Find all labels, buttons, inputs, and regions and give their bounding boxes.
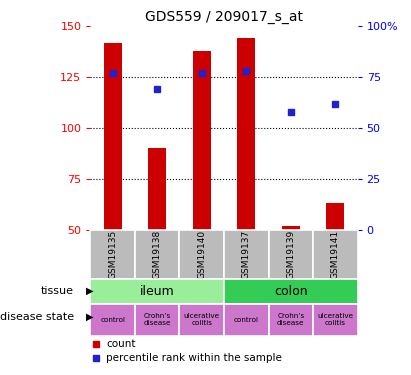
Bar — [282, 226, 300, 230]
Bar — [90, 304, 135, 336]
Text: Crohn’s
disease: Crohn’s disease — [277, 314, 305, 326]
Text: ▶: ▶ — [86, 286, 94, 296]
Bar — [313, 304, 358, 336]
Text: control: control — [100, 317, 125, 323]
Bar — [224, 304, 268, 336]
Bar — [238, 39, 255, 230]
Text: Crohn’s
disease: Crohn’s disease — [143, 314, 171, 326]
Text: GSM19135: GSM19135 — [108, 230, 117, 279]
Bar — [148, 148, 166, 230]
Text: control: control — [234, 317, 259, 323]
Bar — [268, 304, 313, 336]
Text: count: count — [106, 339, 136, 349]
Text: GSM19139: GSM19139 — [286, 230, 295, 279]
Bar — [180, 304, 224, 336]
Bar — [90, 279, 224, 304]
Bar — [104, 42, 122, 230]
Text: ulcerative
colitis: ulcerative colitis — [184, 314, 220, 326]
Text: tissue: tissue — [41, 286, 74, 296]
Bar — [224, 230, 268, 279]
Text: ▶: ▶ — [86, 312, 94, 322]
Bar — [268, 230, 313, 279]
Text: GSM19141: GSM19141 — [331, 230, 340, 279]
Bar — [90, 230, 135, 279]
Text: GSM19138: GSM19138 — [153, 230, 162, 279]
Text: colon: colon — [274, 285, 307, 298]
Bar — [180, 230, 224, 279]
Bar — [326, 203, 344, 230]
Bar — [135, 230, 180, 279]
Text: ulcerative
colitis: ulcerative colitis — [317, 314, 353, 326]
Bar — [193, 51, 211, 230]
Bar — [135, 304, 180, 336]
Bar — [313, 230, 358, 279]
Text: percentile rank within the sample: percentile rank within the sample — [106, 352, 282, 363]
Text: ileum: ileum — [140, 285, 175, 298]
Text: GSM19137: GSM19137 — [242, 230, 251, 279]
Text: disease state: disease state — [0, 312, 74, 322]
Title: GDS559 / 209017_s_at: GDS559 / 209017_s_at — [145, 10, 303, 24]
Bar — [224, 279, 358, 304]
Text: GSM19140: GSM19140 — [197, 230, 206, 279]
